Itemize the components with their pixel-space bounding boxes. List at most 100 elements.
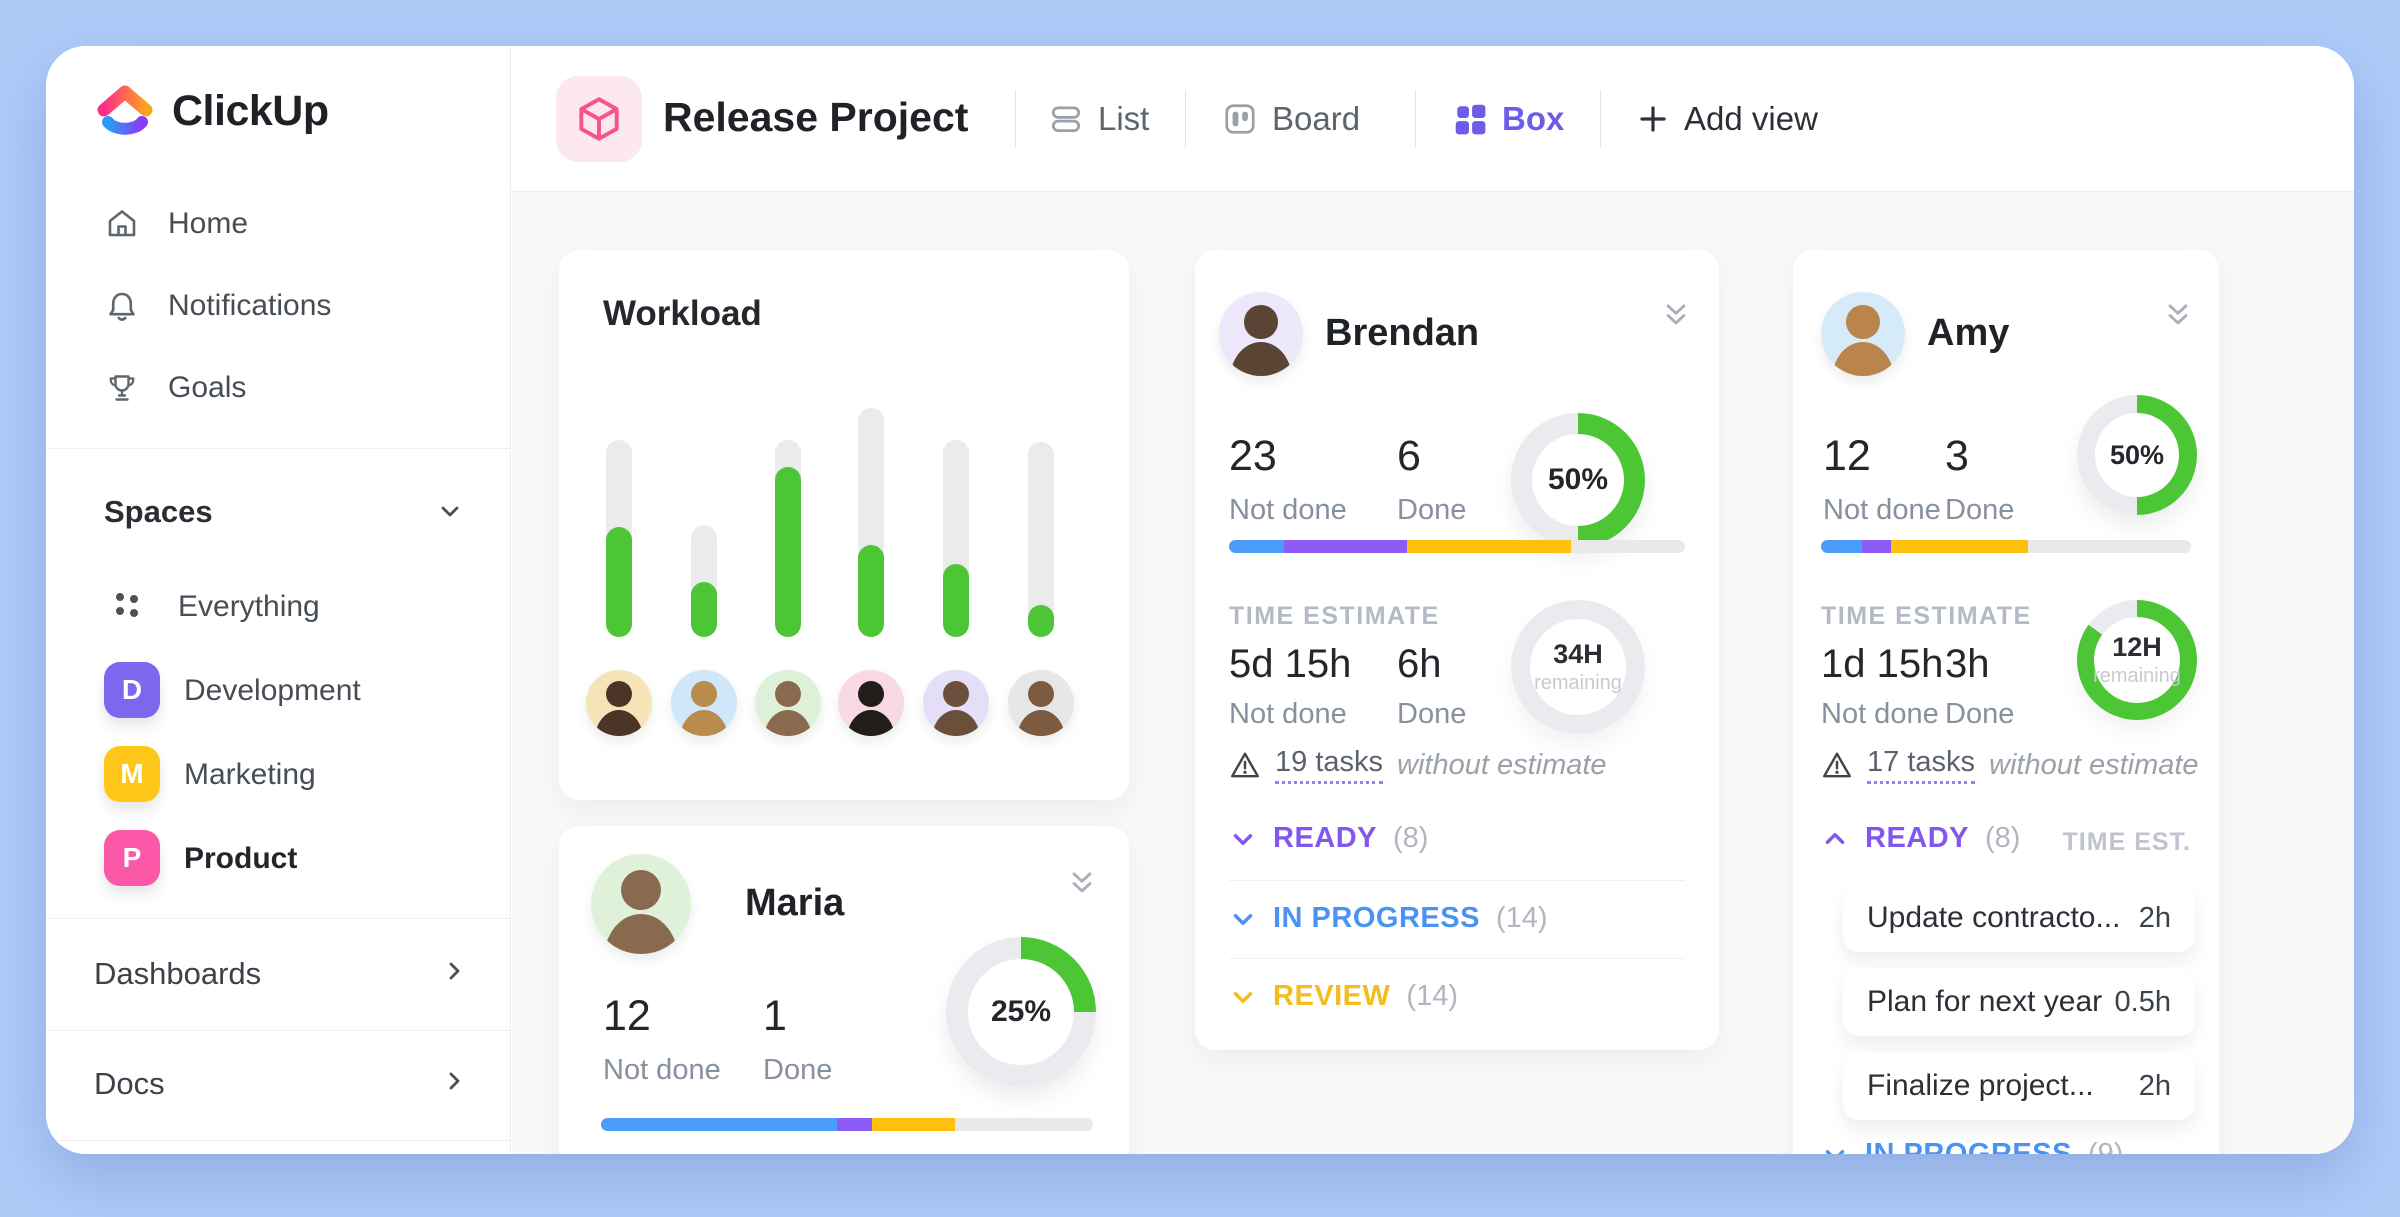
done-label: Done [1397,494,1467,526]
sidebar-item-development[interactable]: D Development [46,660,511,724]
time-done: 6h [1397,642,1442,686]
sidebar-item-marketing[interactable]: M Marketing [46,744,511,808]
time-not-done: 5d 15h [1229,642,1352,686]
time-remaining-value: 34H [1553,639,1603,669]
progress-segment-blue [1821,540,1862,553]
section-count: (14) [1495,902,1548,934]
sidebar-item-everything[interactable]: Everything [46,576,511,640]
clickup-logo[interactable]: ClickUp [94,80,329,142]
double-chevron-down-icon [1072,872,1092,893]
completion-percent: 50% [2109,439,2165,470]
add-view-button[interactable]: Add view [1636,46,1818,192]
home-icon [104,206,140,242]
task-row[interactable]: Update contracto... 2h [1843,884,2195,952]
progress-segment-blue [601,1118,838,1131]
time-not-done: 1d 15h [1821,642,1944,686]
tab-list[interactable]: List [1048,46,1149,192]
done-label: Done [1945,698,2015,730]
task-time-estimate: 2h [2138,1069,2171,1102]
bar-fill [606,527,632,637]
workload-title: Workload [603,294,762,333]
bar-track [1028,442,1054,637]
member-avatar[interactable] [755,670,821,736]
section-in-progress[interactable]: IN PROGRESS (14) [1229,902,1548,935]
member-avatar[interactable] [923,670,989,736]
bar-fill [943,564,969,637]
sidebar-item-dashboards[interactable]: Dashboards [46,942,511,1004]
task-title: Update contracto... [1867,901,2121,934]
done-label: Done [1945,494,2015,526]
member-avatar[interactable] [838,670,904,736]
clickup-logo-icon [97,85,153,135]
member-avatar[interactable] [586,670,652,736]
page-title: Release Project [663,94,969,140]
section-label: IN PROGRESS [1865,1138,2072,1154]
collapse-card-button[interactable] [1659,298,1693,337]
section-label: READY [1273,822,1378,854]
collapse-card-button[interactable] [1065,866,1099,905]
sidebar-item-label: Home [168,207,249,240]
sidebar-item-goals[interactable]: Goals [46,360,511,416]
sidebar-item-product[interactable]: P Product [46,828,511,892]
section-ready[interactable]: READY (8) [1821,822,2020,855]
tab-board[interactable]: Board [1222,46,1360,192]
box-view-content: Workload [512,192,2354,1154]
section-in-progress[interactable]: IN PROGRESS (9) [1821,1138,2123,1154]
separator [1015,90,1016,148]
done-label: Done [1397,698,1467,730]
member-avatar[interactable] [671,670,737,736]
ring-hole [2095,413,2179,497]
time-estimate-header: TIME ESTIMATE [1821,602,2032,630]
tasks-without-estimate-link[interactable]: 19 tasks [1275,746,1383,784]
plus-icon [1640,106,1666,132]
completion-percent: 25% [990,995,1052,1028]
sidebar-divider [46,448,511,449]
bar-fill [691,582,717,637]
time-remaining-sub: remaining [2093,665,2181,687]
collapse-card-button[interactable] [2161,298,2195,337]
not-done-count: 23 [1229,432,1277,480]
task-time-estimate: 0.5h [2114,985,2171,1018]
task-row[interactable]: Plan for next year 0.5h [1843,968,2195,1036]
done-label: Done [763,1054,833,1086]
list-view-icon [1051,106,1081,133]
avatar [1219,292,1303,376]
time-remaining-sub: remaining [1534,672,1622,694]
space-label: Everything [178,590,320,623]
member-card-amy: Amy 12 Not done 3 Done 50% TIME ESTIMATE [1793,250,2219,1154]
bell-icon [104,288,140,324]
sidebar-item-docs[interactable]: Docs [46,1052,511,1114]
separator [1415,90,1416,148]
logo-text: ClickUp [172,86,329,135]
sidebar-item-notifications[interactable]: Notifications [46,278,511,334]
spaces-header[interactable]: Spaces [46,486,511,538]
section-label: IN PROGRESS [1273,902,1480,934]
tasks-without-estimate-text: without estimate [1397,748,1607,781]
avatar [591,854,691,954]
double-chevron-down-icon [2168,304,2188,325]
member-avatar[interactable] [1008,670,1074,736]
tasks-without-estimate-link[interactable]: 17 tasks [1867,746,1975,784]
task-row[interactable]: Finalize project... 2h [1843,1052,2195,1120]
sidebar-item-home[interactable]: Home [46,196,511,252]
section-ready[interactable]: READY (8) [1229,822,1428,855]
ring-hole [1530,619,1626,715]
time-remaining-ring: 34H remaining [1511,600,1645,734]
tasks-without-estimate-row: 17 tasks without estimate [1821,746,2199,784]
progress-segment-yellow [871,1118,956,1131]
separator [1185,90,1186,148]
tab-label: Board [1272,100,1361,137]
time-remaining-ring: 12H remaining [2077,600,2197,720]
member-card-maria: Maria 12 Not done 1 Done 25% [559,826,1129,1154]
time-est-column-header: TIME EST. [2062,828,2191,856]
not-done-label: Not done [1823,494,1941,526]
space-label: Development [184,674,361,707]
sidebar-item-label: Goals [168,371,247,404]
completion-ring: 50% [1511,413,1645,547]
task-time-estimate: 2h [2138,901,2171,934]
section-review[interactable]: REVIEW (14) [1229,980,1458,1013]
tab-box[interactable]: Box [1452,46,1564,192]
not-done-count: 12 [603,992,651,1040]
sidebar: ClickUp Home Notifications Goals Spaces [46,46,511,1154]
